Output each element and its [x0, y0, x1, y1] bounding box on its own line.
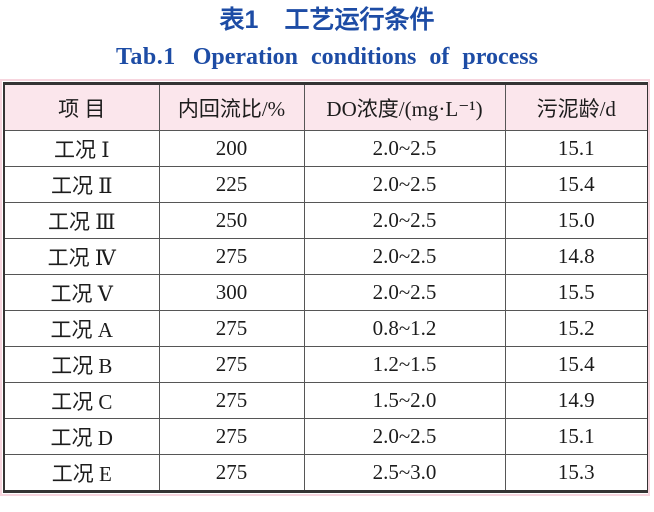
cell-condition: 工况 Ⅰ	[3, 130, 160, 167]
cell-condition: 工况 Ⅲ	[3, 202, 160, 239]
cell-sludge-age: 15.2	[504, 310, 649, 347]
cell-do-range: 2.0~2.5	[303, 166, 506, 203]
table-row: 工况 Ⅲ 250 2.0~2.5 15.0	[3, 202, 649, 239]
operation-conditions-table: 项 目 内回流比/% DO浓度/(mg·L⁻¹) 污泥龄/d 工况 Ⅰ 200 …	[3, 82, 649, 493]
table-title-zh: 工艺运行条件	[284, 6, 435, 34]
table-number-en: Tab.1	[116, 44, 176, 70]
table-row: 工况 Ⅰ 200 2.0~2.5 15.1	[3, 130, 649, 167]
table-title-en: Operation conditions of process	[192, 44, 538, 70]
cell-do-range: 2.0~2.5	[303, 238, 506, 275]
table-row: 工况 D 275 2.0~2.5 15.1	[3, 418, 649, 455]
header-internal-reflux-ratio: 内回流比/%	[158, 83, 305, 131]
operation-conditions-table-frame: 项 目 内回流比/% DO浓度/(mg·L⁻¹) 污泥龄/d 工况 Ⅰ 200 …	[0, 79, 650, 496]
cell-do-range: 2.0~2.5	[303, 274, 506, 311]
cell-reflux-ratio: 275	[158, 418, 305, 455]
table-row: 工况 Ⅴ 300 2.0~2.5 15.5	[3, 274, 649, 311]
cell-condition: 工况 B	[3, 346, 160, 383]
cell-sludge-age: 15.0	[504, 202, 649, 239]
cell-sludge-age: 15.1	[504, 418, 649, 455]
cell-sludge-age: 15.5	[504, 274, 649, 311]
table-number-zh: 表1	[219, 6, 259, 34]
cell-reflux-ratio: 275	[158, 238, 305, 275]
cell-reflux-ratio: 275	[158, 346, 305, 383]
cell-condition: 工况 D	[3, 418, 160, 455]
table-row: 工况 A 275 0.8~1.2 15.2	[3, 310, 649, 347]
table-caption-zh: 表1 工艺运行条件	[0, 5, 654, 35]
table-row: 工况 B 275 1.2~1.5 15.4	[3, 346, 649, 383]
cell-reflux-ratio: 275	[158, 310, 305, 347]
cell-condition: 工况 Ⅳ	[3, 238, 160, 275]
cell-sludge-age: 14.8	[504, 238, 649, 275]
cell-condition: 工况 C	[3, 382, 160, 419]
table-row: 工况 Ⅱ 225 2.0~2.5 15.4	[3, 166, 649, 203]
cell-do-range: 2.5~3.0	[303, 454, 506, 492]
cell-condition: 工况 A	[3, 310, 160, 347]
header-row: 项 目 内回流比/% DO浓度/(mg·L⁻¹) 污泥龄/d	[3, 83, 649, 131]
header-sludge-age: 污泥龄/d	[504, 83, 649, 131]
cell-condition: 工况 Ⅱ	[3, 166, 160, 203]
cell-do-range: 1.2~1.5	[303, 346, 506, 383]
page: { "caption": { "zh": { "label": "表1", "t…	[0, 5, 654, 512]
header-item: 项 目	[3, 83, 160, 131]
table-row: 工况 C 275 1.5~2.0 14.9	[3, 382, 649, 419]
cell-sludge-age: 15.4	[504, 166, 649, 203]
cell-do-range: 1.5~2.0	[303, 382, 506, 419]
cell-sludge-age: 15.3	[504, 454, 649, 492]
cell-sludge-age: 15.1	[504, 130, 649, 167]
cell-do-range: 2.0~2.5	[303, 130, 506, 167]
cell-reflux-ratio: 250	[158, 202, 305, 239]
header-do-concentration: DO浓度/(mg·L⁻¹)	[303, 83, 506, 131]
table-row: 工况 E 275 2.5~3.0 15.3	[3, 454, 649, 492]
cell-do-range: 0.8~1.2	[303, 310, 506, 347]
cell-reflux-ratio: 200	[158, 130, 305, 167]
table-caption-en: Tab.1 Operation conditions of process	[0, 43, 654, 71]
cell-condition: 工况 E	[3, 454, 160, 492]
cell-do-range: 2.0~2.5	[303, 202, 506, 239]
cell-do-range: 2.0~2.5	[303, 418, 506, 455]
cell-reflux-ratio: 275	[158, 454, 305, 492]
cell-reflux-ratio: 275	[158, 382, 305, 419]
cell-reflux-ratio: 300	[158, 274, 305, 311]
table-row: 工况 Ⅳ 275 2.0~2.5 14.8	[3, 238, 649, 275]
cell-reflux-ratio: 225	[158, 166, 305, 203]
cell-sludge-age: 15.4	[504, 346, 649, 383]
cell-condition: 工况 Ⅴ	[3, 274, 160, 311]
cell-sludge-age: 14.9	[504, 382, 649, 419]
